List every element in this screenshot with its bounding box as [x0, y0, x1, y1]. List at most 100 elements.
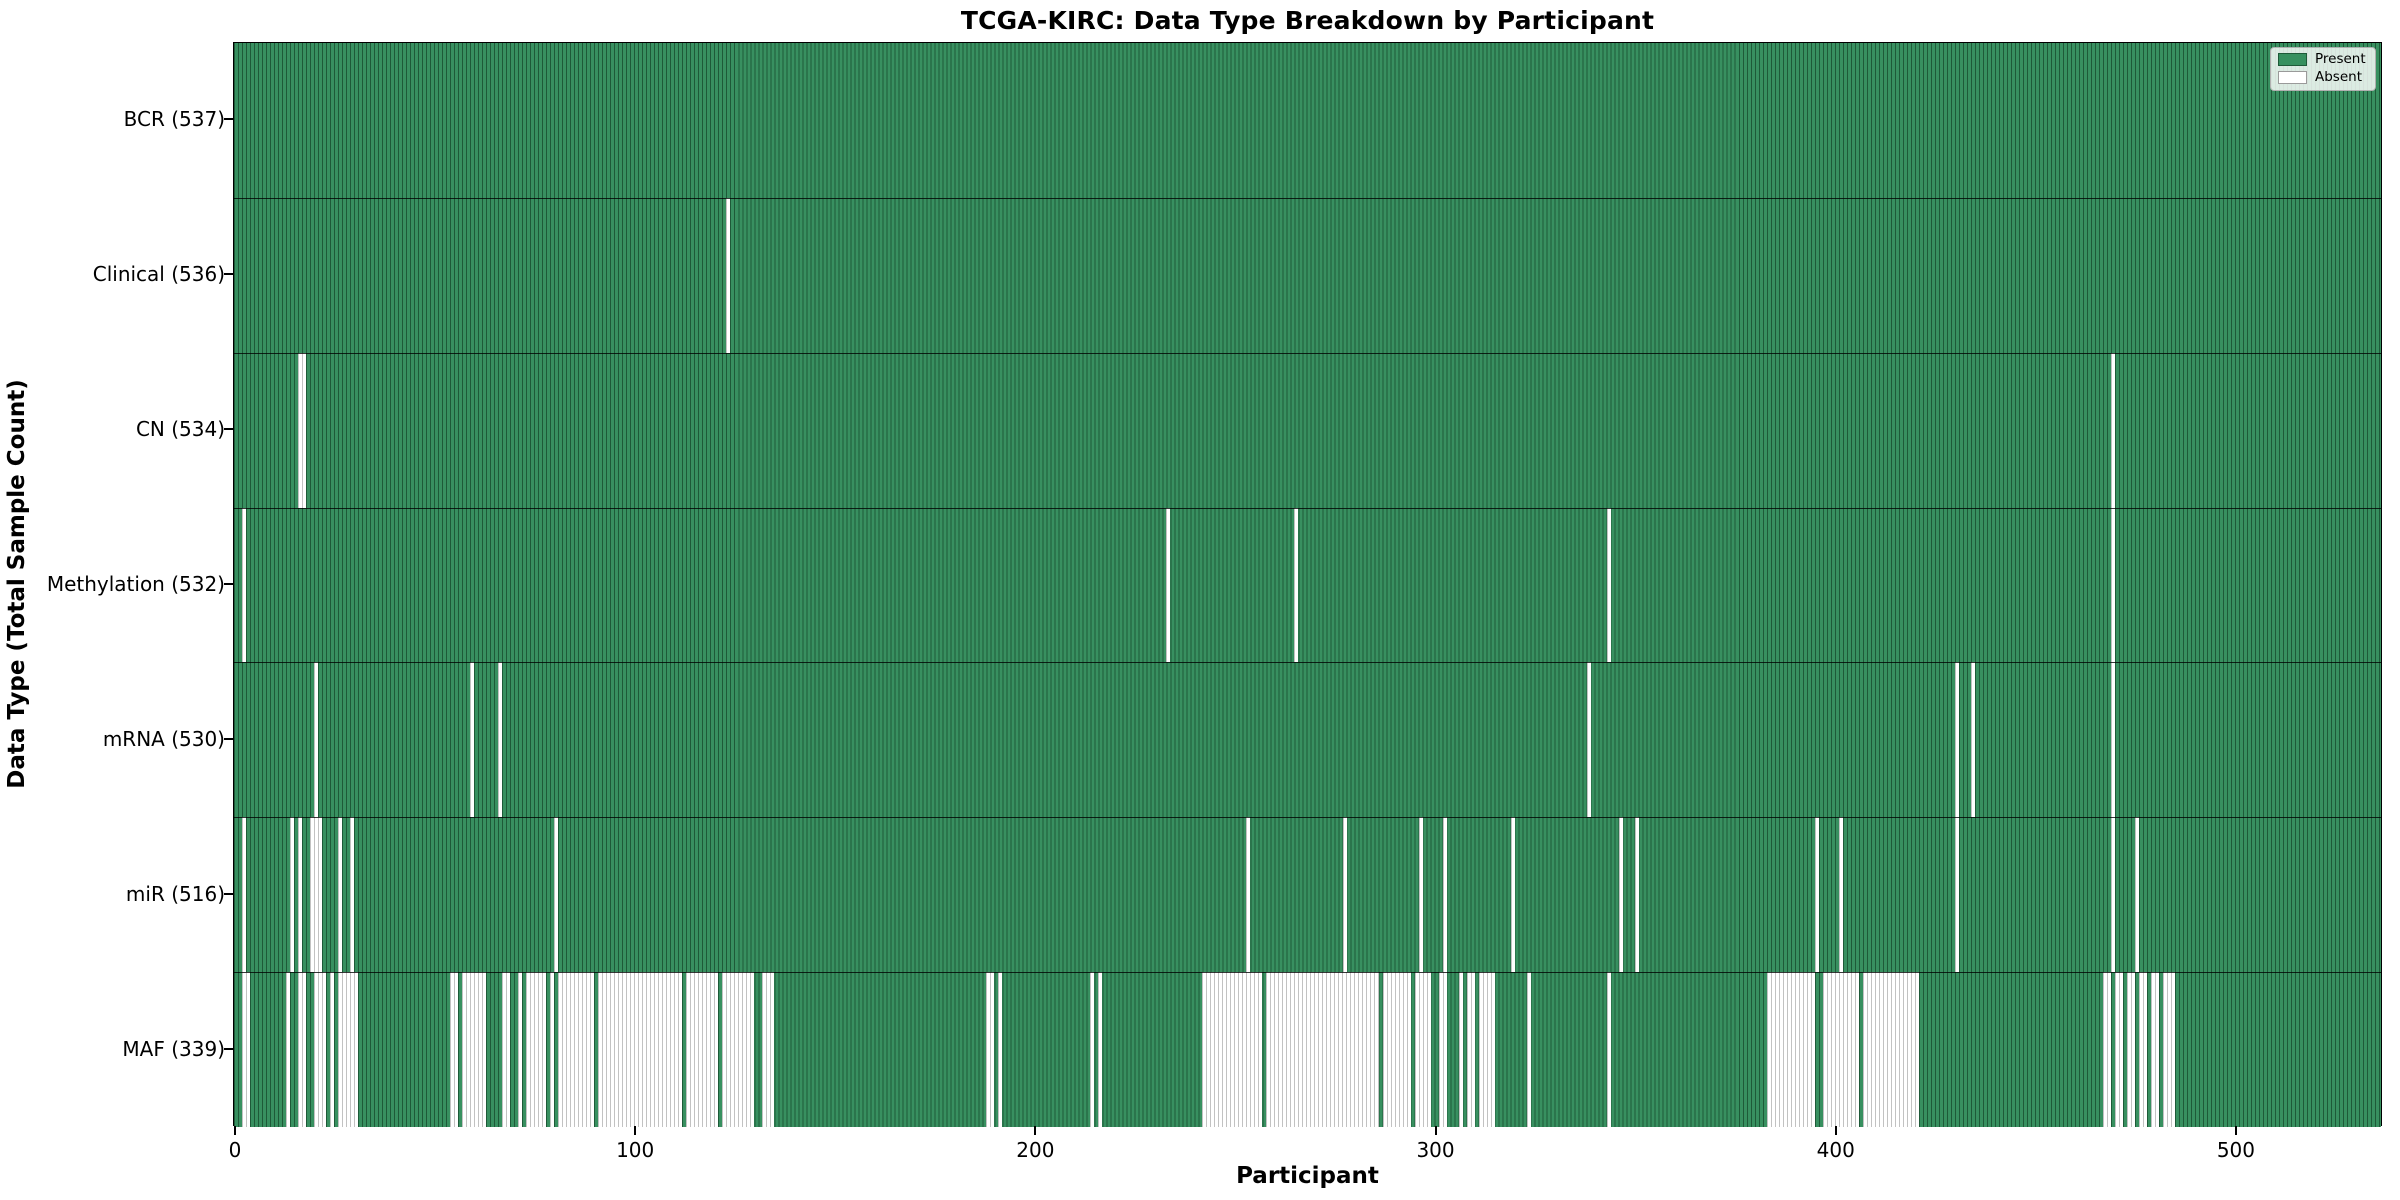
- y-tick-label-Clinical: Clinical (536): [92, 262, 225, 287]
- y-tick-mark: [224, 1047, 233, 1050]
- x-tick-mark: [1834, 1126, 1837, 1135]
- legend-present-label: Present: [2315, 51, 2366, 67]
- absent-stripe: [598, 972, 683, 1127]
- absent-stripe: [462, 972, 487, 1127]
- absent-stripe: [1266, 972, 1379, 1127]
- absent-stripe: [242, 507, 246, 663]
- absent-stripe: [1478, 972, 1495, 1127]
- legend: Present Absent: [2270, 47, 2376, 91]
- absent-stripe: [2110, 817, 2115, 973]
- absent-stripe: [518, 972, 523, 1127]
- x-tick-label-0: 0: [228, 1138, 242, 1162]
- y-tick-label-miR: miR (516): [125, 881, 225, 906]
- x-tick-mark: [2234, 1126, 2237, 1135]
- absent-stripe: [1634, 817, 1639, 973]
- row-Methylation: [234, 507, 2381, 663]
- y-tick-mark: [224, 273, 233, 276]
- plot-area: [233, 42, 2382, 1127]
- absent-stripe: [554, 817, 559, 973]
- absent-stripe: [726, 197, 731, 353]
- absent-stripe: [1618, 817, 1623, 973]
- absent-stripe: [986, 972, 995, 1127]
- absent-stripe: [1166, 507, 1171, 663]
- absent-stripe: [298, 352, 307, 508]
- legend-absent-label: Absent: [2315, 68, 2362, 85]
- absent-stripe: [2110, 662, 2115, 818]
- absent-stripe: [314, 662, 319, 818]
- absent-stripe: [330, 972, 335, 1127]
- present-swatch-icon: [2278, 53, 2307, 67]
- absent-stripe: [1526, 972, 1531, 1127]
- absent-stripe: [242, 972, 250, 1127]
- absent-stripe: [298, 817, 303, 973]
- absent-stripe: [1342, 817, 1347, 973]
- absent-stripe: [298, 972, 307, 1127]
- absent-stripe: [1246, 817, 1251, 973]
- row-separator: [234, 817, 2381, 819]
- absent-stripe: [2110, 507, 2115, 663]
- y-tick-label-BCR: BCR (537): [123, 107, 225, 132]
- y-tick-mark: [224, 118, 233, 121]
- absent-stripe: [1098, 972, 1103, 1127]
- x-tick-label-100: 100: [616, 1138, 655, 1162]
- x-tick-label-400: 400: [1816, 1138, 1855, 1162]
- absent-stripe: [1090, 972, 1095, 1127]
- absent-stripe: [558, 972, 595, 1127]
- row-BCR: [234, 43, 2381, 198]
- row-Clinical: [234, 197, 2381, 353]
- absent-stripe: [1822, 972, 1859, 1127]
- absent-stripe: [722, 972, 755, 1127]
- row-MAF: [234, 972, 2381, 1127]
- absent-swatch-icon: [2278, 70, 2307, 84]
- absent-stripe: [2162, 972, 2175, 1127]
- absent-stripe: [1838, 817, 1843, 973]
- absent-stripe: [1766, 972, 1815, 1127]
- absent-stripe: [1586, 662, 1591, 818]
- absent-stripe: [290, 817, 295, 973]
- absent-stripe: [470, 662, 475, 818]
- row-separator: [234, 662, 2381, 664]
- absent-stripe: [350, 817, 355, 973]
- absent-stripe: [1510, 817, 1515, 973]
- absent-stripe: [314, 972, 327, 1127]
- x-tick-mark: [234, 1126, 236, 1135]
- absent-stripe: [2134, 817, 2139, 973]
- absent-stripe: [310, 817, 323, 973]
- absent-stripe: [450, 972, 459, 1127]
- absent-stripe: [338, 972, 359, 1127]
- absent-stripe: [762, 972, 775, 1127]
- rows-layer: [234, 43, 2381, 1127]
- absent-stripe: [1970, 662, 1975, 818]
- absent-stripe: [498, 662, 503, 818]
- row-CN: [234, 352, 2381, 508]
- absent-stripe: [1414, 972, 1431, 1127]
- absent-stripe: [1606, 972, 1611, 1127]
- absent-stripe: [286, 972, 291, 1127]
- absent-stripe: [526, 972, 547, 1127]
- absent-stripe: [686, 972, 719, 1127]
- absent-stripe: [1438, 972, 1447, 1127]
- y-tick-label-mRNA: mRNA (530): [102, 726, 225, 751]
- absent-stripe: [1954, 817, 1959, 973]
- y-tick-mark: [224, 737, 233, 740]
- absent-stripe: [2114, 972, 2123, 1127]
- absent-stripe: [2150, 972, 2159, 1127]
- absent-stripe: [550, 972, 555, 1127]
- y-tick-mark: [224, 583, 233, 585]
- y-tick-mark: [224, 428, 233, 431]
- absent-stripe: [2138, 972, 2147, 1127]
- x-tick-mark: [1434, 1126, 1437, 1135]
- row-separator: [234, 972, 2381, 974]
- absent-stripe: [998, 972, 1003, 1127]
- absent-stripe: [1442, 817, 1447, 973]
- y-tick-label-CN: CN (534): [135, 417, 225, 442]
- absent-stripe: [502, 972, 511, 1127]
- absent-stripe: [2126, 972, 2135, 1127]
- row-mRNA: [234, 662, 2381, 818]
- absent-stripe: [338, 817, 343, 973]
- absent-stripe: [2102, 972, 2111, 1127]
- x-tick-label-500: 500: [2216, 1138, 2256, 1162]
- row-miR: [234, 817, 2381, 973]
- absent-stripe: [1954, 662, 1959, 818]
